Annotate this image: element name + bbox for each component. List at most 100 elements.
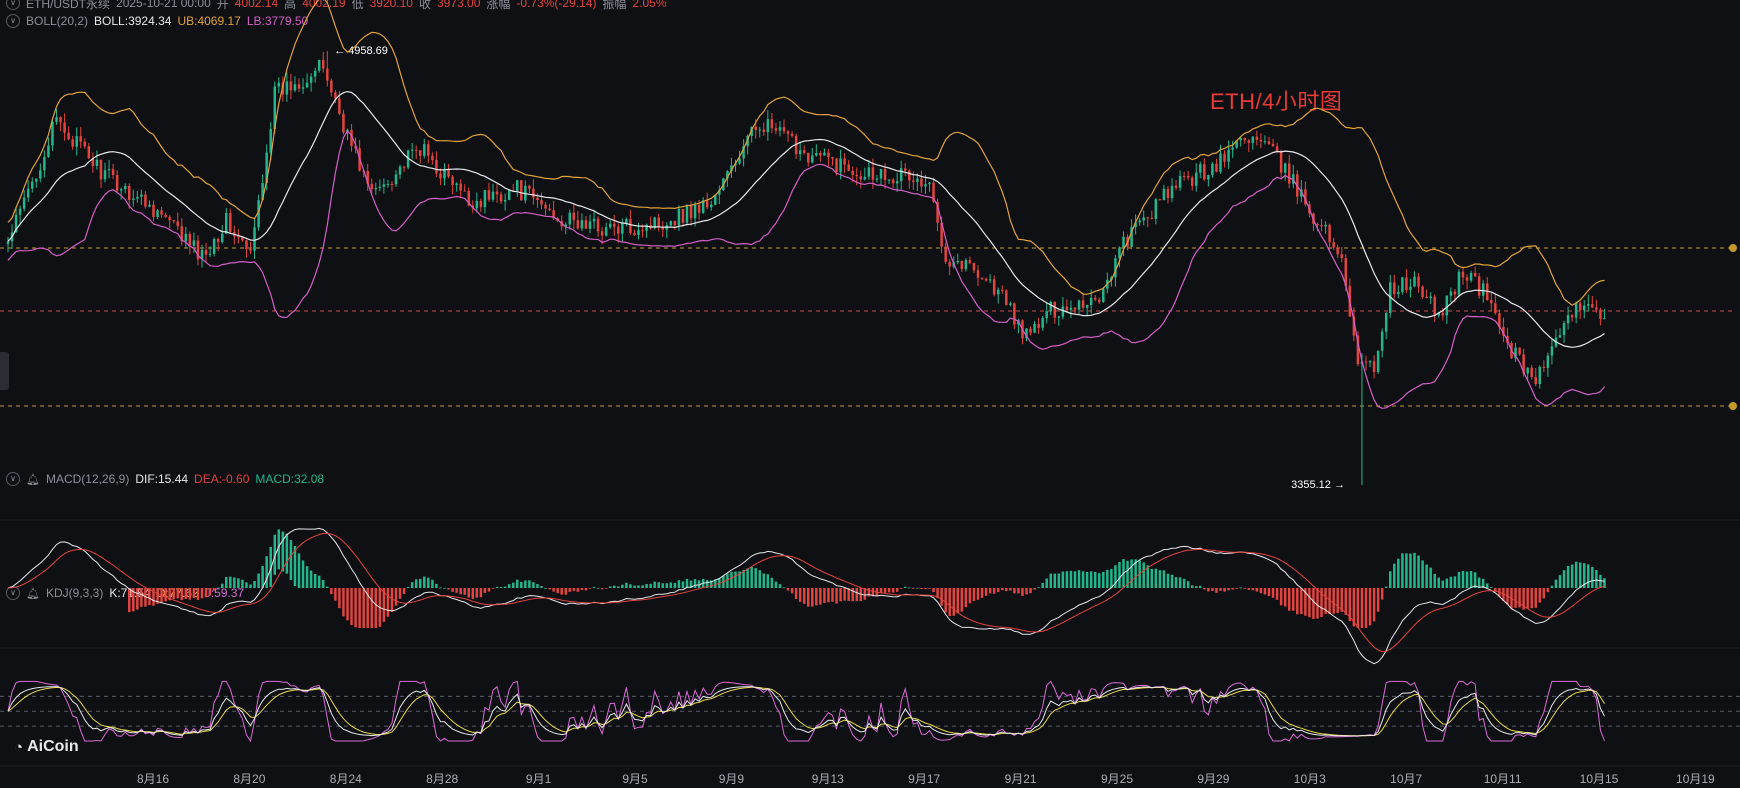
candle-body [192,240,196,246]
candle-body [71,139,74,147]
macd-histogram-bar [770,577,774,588]
alert-bell-icon[interactable]: 🔔︎ [26,473,40,486]
macd-histogram-bar [806,588,810,607]
macd-histogram-bar [811,588,814,607]
candle-body [1336,247,1339,255]
candle-body [297,84,301,89]
macd-histogram-bar [1255,588,1259,592]
macd-histogram-bar [608,586,612,588]
macd-histogram-bar [552,588,555,592]
candle-body [370,183,374,190]
macd-histogram-bar [1267,588,1271,597]
candle-body [835,158,838,173]
panel-resize-handle[interactable] [0,352,9,390]
candle-body [1186,175,1190,178]
macd-histogram-bar [1562,570,1566,588]
candle-body [1566,315,1570,324]
macd-histogram-bar [835,588,838,604]
candle-body [148,204,151,207]
macd-histogram-bar [665,583,669,588]
macd-histogram-bar [184,588,188,599]
macd-histogram-bar [693,579,697,588]
collapse-chevron-icon[interactable]: ∨ [6,14,20,28]
collapse-chevron-icon[interactable]: ∨ [6,0,20,10]
low-label: 低 [351,0,364,11]
candle-body [1045,311,1048,319]
candle-body [617,226,620,234]
macd-name: MACD(12,26,9) [45,472,130,486]
macd-histogram-bar [1085,572,1089,588]
candle-body [1093,297,1097,300]
macd-histogram-bar [257,573,260,588]
candle-body [156,210,159,218]
macd-histogram-bar [1025,588,1028,595]
macd-histogram-bar [1146,565,1150,588]
macd-histogram-bar [1312,588,1315,619]
macd-histogram-bar [301,560,305,588]
candle-body [580,220,584,229]
macd-histogram-bar [1344,588,1348,615]
candle-body [342,113,345,133]
candle-body [770,119,774,129]
candle-body [1000,289,1004,291]
boll-lower-band [7,130,1605,409]
macd-histogram-bar [1546,588,1550,593]
x-tick-label: 9月21 [1004,772,1037,786]
macd-histogram-bar [863,588,867,600]
macd-histogram-bar [414,579,418,588]
macd-histogram-bar [447,588,450,590]
macd-histogram-bar [410,582,414,588]
candle-body [487,190,491,200]
candle-body [1243,138,1247,141]
candle-body [528,185,531,189]
macd-histogram-bar [168,588,171,601]
macd-histogram-bar [483,588,487,593]
macd-histogram-bar [928,588,931,589]
macd-histogram-bar [625,582,628,588]
candle-body [701,200,705,213]
macd-histogram-bar [1005,588,1008,592]
candle-body [960,260,964,270]
macd-histogram-bar [1142,562,1145,588]
candle-body [451,176,454,185]
macd-histogram-bar [992,588,996,594]
macd-histogram-bar [584,588,588,591]
macd-histogram-bar [714,579,717,588]
macd-histogram-bar [1514,588,1517,608]
macd-histogram-bar [1413,552,1416,588]
macd-histogram-bar [402,588,406,594]
macd-histogram-bar [548,588,551,590]
candle-body [790,133,794,136]
macd-histogram-bar [245,582,248,588]
candle-body [1599,309,1602,319]
candle-body [786,131,790,134]
x-tick-label: 9月17 [908,772,941,786]
change-label: 涨幅 [486,0,511,11]
candle-body [1304,189,1307,205]
candle-body [99,159,103,180]
candle-body [1239,138,1242,141]
candle-body [386,183,390,185]
macd-histogram-bar [564,588,568,595]
macd-histogram-bar [580,588,584,591]
macd-histogram-bar [423,576,426,588]
candle-body [188,233,192,246]
aicoin-logo: ◔ AiCoin [14,738,79,756]
candle-body [1247,140,1251,143]
macd-histogram-bar [418,578,422,588]
macd-histogram-bar [346,588,349,621]
collapse-chevron-icon[interactable]: ∨ [6,472,20,486]
macd-histogram-bar [742,570,745,588]
candle-body [1235,140,1238,148]
macd-histogram-bar [1283,588,1287,607]
candle-body [806,152,810,163]
macd-histogram-bar [819,588,822,605]
high-label: 高 [284,0,297,11]
candle-body [774,128,778,131]
candle-body [111,169,115,175]
candle-body [447,169,450,177]
alert-bell-icon[interactable]: 🔔︎ [26,587,40,600]
macd-histogram-bar [847,588,850,601]
macd-histogram-bar [1158,570,1162,588]
